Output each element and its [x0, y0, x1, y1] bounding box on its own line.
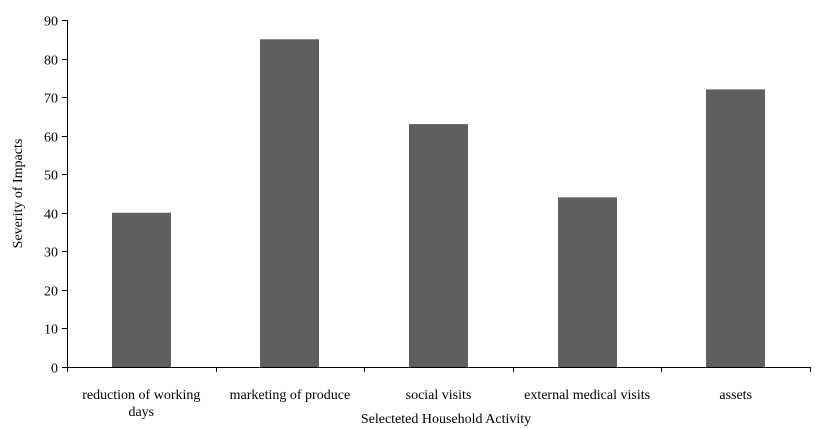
- x-axis-title: Selecteted Household Activity: [361, 412, 531, 427]
- x-tick-label: social visits: [406, 388, 472, 403]
- bar: [706, 89, 765, 368]
- x-axis-ticks: reduction of working days marketing of pro…: [67, 367, 811, 420]
- y-axis-ticks: 0 10 20 30 40 50 60 70 80 90: [44, 15, 67, 377]
- bar: [112, 212, 171, 367]
- bar: [260, 39, 319, 368]
- x-tick-label: reduction of working days: [82, 388, 200, 420]
- y-tick-label: 20: [44, 285, 58, 300]
- x-tick-label: marketing of produce: [230, 388, 351, 403]
- y-tick-label: 40: [44, 208, 58, 223]
- y-tick-label: 50: [44, 169, 58, 184]
- y-tick-label: 80: [44, 54, 58, 69]
- y-tick-label: 30: [44, 246, 58, 261]
- bars-group: [112, 39, 765, 368]
- bar: [409, 124, 468, 367]
- y-tick-label: 10: [44, 323, 58, 338]
- y-tick-label: 0: [51, 362, 58, 377]
- bar: [558, 197, 617, 367]
- x-tick-label: assets: [719, 388, 752, 403]
- y-axis-title: Severity of Impacts: [11, 139, 26, 249]
- x-tick-label: external medical visits: [524, 388, 650, 403]
- y-tick-label: 90: [44, 15, 58, 30]
- y-tick-label: 60: [44, 131, 58, 146]
- y-tick-label: 70: [44, 92, 58, 107]
